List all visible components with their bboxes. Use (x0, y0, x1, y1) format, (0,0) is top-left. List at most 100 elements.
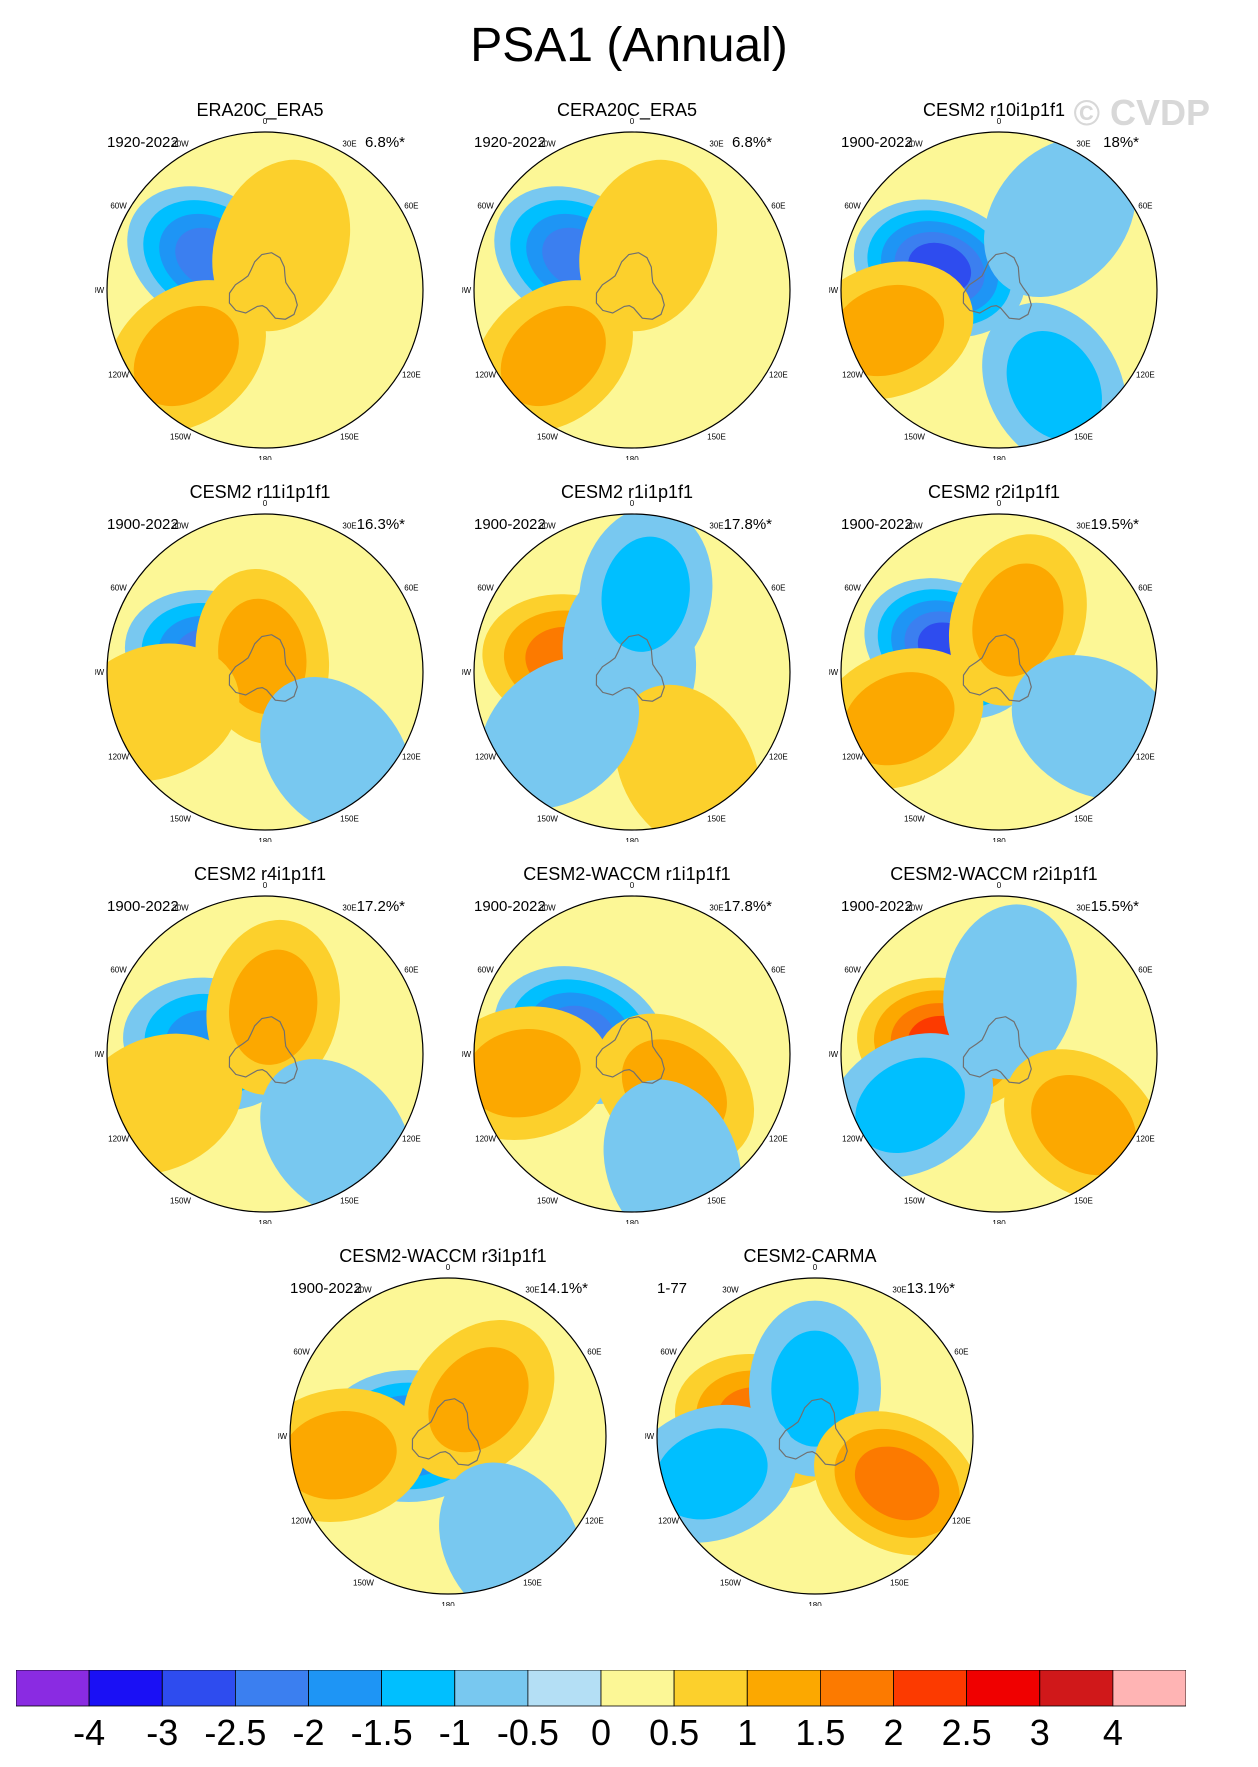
longitude-label: 60W (844, 966, 861, 975)
longitude-label: 150W (537, 432, 558, 441)
longitude-label: 30W (172, 140, 189, 149)
longitude-label: 150W (904, 814, 925, 823)
longitude-label: 120E (952, 1517, 971, 1526)
coastline (962, 1016, 1032, 1084)
longitude-label: 150W (904, 1196, 925, 1205)
colorbar-tick-label: 1 (737, 1712, 758, 1753)
colorbar-segment (966, 1670, 1041, 1707)
panel-variance: 14.1%* (539, 1280, 588, 1297)
longitude-label: 30W (539, 904, 556, 913)
map-panel: 030E60E90E120E150E180150W120W90W60W30WCE… (829, 864, 1159, 1224)
longitude-label: 60W (844, 202, 861, 211)
longitude-label: 0 (997, 499, 1002, 508)
watermark: © CVDP (1073, 92, 1210, 133)
longitude-label: 30E (342, 904, 356, 913)
colorbar-segment (454, 1670, 529, 1707)
panel-title: CESM2 r1i1p1f1 (560, 482, 694, 502)
map-panel: 030E60E90E120E150E180150W120W90W60W30WCE… (462, 482, 792, 842)
panel-period: 1900-2022 (841, 898, 913, 915)
longitude-label: 180 (625, 1219, 639, 1224)
longitude-label: 60E (404, 584, 418, 593)
map-panel: 030E60E90E120E150E180150W120W90W60W30WCE… (462, 864, 792, 1224)
longitude-label: 30E (342, 140, 356, 149)
longitude-label: 90W (95, 1050, 105, 1059)
map-panel: 030E60E90E120E150E180150W120W90W60W30WCE… (95, 864, 425, 1224)
coastline (778, 1398, 848, 1466)
coastline (962, 634, 1032, 702)
map-border (106, 513, 424, 831)
panel-variance: 15.5%* (1090, 898, 1139, 915)
longitude-label: 30E (892, 1286, 906, 1295)
longitude-label: 60E (954, 1348, 968, 1357)
longitude-label: 180 (625, 455, 639, 460)
longitude-label: 60E (771, 966, 785, 975)
longitude-label: 30W (172, 904, 189, 913)
colorbar-segment (308, 1670, 382, 1707)
longitude-label: 90W (829, 1050, 839, 1059)
colorbar-segment (893, 1670, 967, 1707)
longitude-label: 30W (172, 522, 189, 531)
coastline (228, 1016, 298, 1084)
anomaly-contour (771, 1330, 859, 1447)
longitude-label: 180 (441, 1601, 455, 1606)
longitude-label: 120W (842, 753, 863, 762)
longitude-label: 60W (110, 584, 127, 593)
panel-title: CESM2 r11i1p1f1 (189, 482, 331, 502)
longitude-label: 30W (355, 1286, 372, 1295)
longitude-label: 120E (1136, 753, 1155, 762)
anomaly-contour (133, 305, 239, 407)
map-border (289, 1277, 607, 1595)
longitude-label: 90W (829, 668, 839, 677)
anomaly-contour (1006, 331, 1102, 441)
longitude-label: 0 (630, 881, 635, 890)
colorbar-segment (1112, 1670, 1186, 1707)
anomaly-contour (984, 137, 1136, 298)
longitude-label: 0 (263, 117, 268, 126)
longitude-label: 120W (658, 1517, 679, 1526)
longitude-label: 60W (293, 1348, 310, 1357)
longitude-label: 60E (771, 202, 785, 211)
longitude-label: 30W (722, 1286, 739, 1295)
longitude-label: 30E (709, 522, 723, 531)
colorbar-tick-label: 0 (590, 1712, 612, 1753)
colorbar-tick-label: 1.5 (795, 1712, 846, 1753)
map-border (840, 895, 1158, 1213)
colorbar-tick-label: -1 (438, 1712, 471, 1753)
longitude-label: 30W (906, 140, 923, 149)
longitude-label: 150E (1074, 1196, 1093, 1205)
longitude-label: 0 (997, 881, 1002, 890)
anomaly-contour (943, 904, 1077, 1080)
longitude-label: 30E (709, 140, 723, 149)
longitude-label: 0 (446, 1263, 451, 1272)
colorbar-tick-label: 0.5 (649, 1712, 700, 1753)
coastline (595, 1016, 665, 1084)
longitude-label: 180 (625, 837, 639, 842)
longitude-label: 30E (1076, 522, 1090, 531)
longitude-label: 0 (630, 117, 635, 126)
map-panel: 030E60E90E120E150E180150W120W90W60W30WCE… (829, 482, 1159, 842)
colorbar-tick-label: -3 (146, 1712, 179, 1753)
coastline (962, 252, 1032, 320)
anomaly-contour (579, 159, 718, 332)
longitude-label: 0 (630, 499, 635, 508)
anomaly-contour (500, 305, 606, 407)
longitude-label: 150E (523, 1578, 542, 1587)
colorbar-tick-label: -4 (73, 1712, 106, 1753)
panel-title: CESM2-WACCM r1i1p1f1 (523, 864, 731, 884)
map-border (106, 895, 424, 1213)
panel-period: 1900-2022 (474, 516, 546, 533)
map-panel: 030E60E90E120E150E180150W120W90W60W30WCE… (462, 100, 792, 460)
longitude-label: 0 (997, 117, 1002, 126)
longitude-label: 90W (278, 1432, 288, 1441)
longitude-label: 120E (585, 1517, 604, 1526)
longitude-label: 120W (475, 753, 496, 762)
longitude-label: 150E (707, 814, 726, 823)
longitude-label: 30W (906, 904, 923, 913)
longitude-label: 30E (525, 1286, 539, 1295)
longitude-label: 30E (1076, 904, 1090, 913)
longitude-label: 120W (475, 1135, 496, 1144)
longitude-label: 180 (258, 455, 272, 460)
panel-title: CESM2 r4i1p1f1 (193, 864, 327, 884)
panel-title: CESM2 r2i1p1f1 (927, 482, 1061, 502)
longitude-label: 120E (402, 371, 421, 380)
